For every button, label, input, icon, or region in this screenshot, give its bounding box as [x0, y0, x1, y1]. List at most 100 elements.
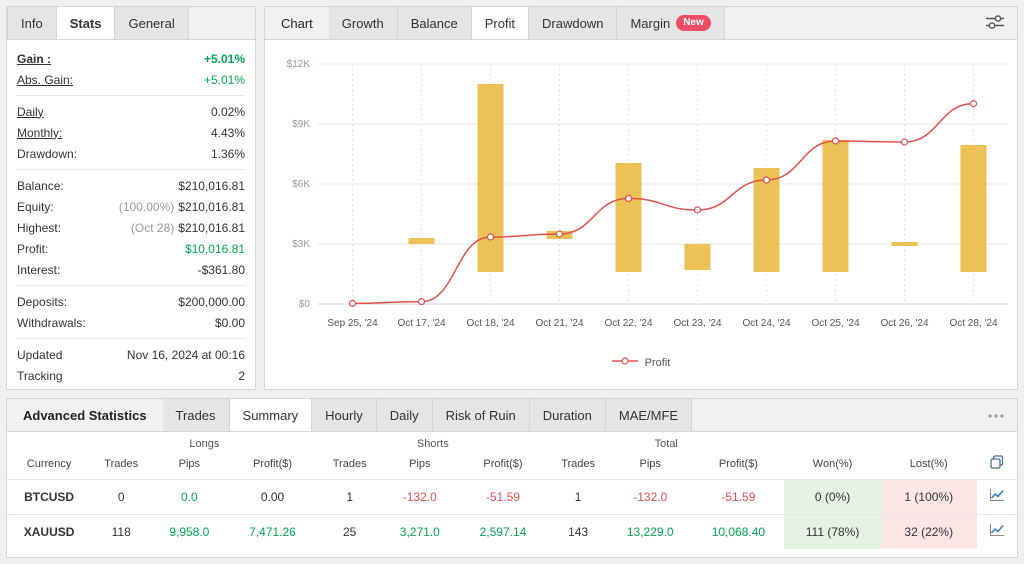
top-row: Info Stats General Gain : +5.01% Abs. Ga… [6, 6, 1018, 390]
tab-balance[interactable]: Balance [397, 7, 472, 39]
table-cell: 0.0 [151, 479, 228, 515]
stat-row-gain: Gain : +5.01% [17, 48, 245, 69]
svg-text:Oct 24, '24: Oct 24, '24 [742, 318, 790, 329]
tabstrip-spacer [189, 7, 255, 39]
column-header: Won(%) [812, 457, 853, 470]
column-header: Pips [178, 457, 201, 470]
stat-value: 1.36% [210, 146, 245, 161]
legend-label: Profit [644, 356, 671, 369]
column-header-row: Currency Trades Pips Profit($) Trades Pi… [7, 452, 1017, 480]
chart-settings-button[interactable] [973, 7, 1017, 39]
stat-row-tracking: Tracking 2 [17, 365, 245, 386]
svg-text:$3K: $3K [292, 239, 310, 250]
divider [17, 285, 245, 286]
column-header: Profit($) [718, 457, 758, 470]
table-tabbar: Advanced Statistics Trades Summary Hourl… [7, 399, 1017, 432]
column-header: Profit($) [252, 457, 293, 470]
stats-list: Gain : +5.01% Abs. Gain: +5.01% Daily 0.… [7, 40, 255, 390]
tab-duration[interactable]: Duration [529, 399, 606, 431]
stat-value: (Oct 28) $210,016.81 [131, 221, 245, 235]
table-cell: -51.59 [457, 479, 549, 515]
stat-value: $0.00 [214, 315, 245, 330]
stat-value: 4.43% [210, 125, 245, 140]
stat-row-monthly: Monthly: 4.43% [17, 122, 245, 143]
chart-legend-item[interactable]: Profit [611, 356, 671, 369]
tab-margin[interactable]: Margin New [617, 7, 725, 39]
tab-growth[interactable]: Growth [328, 7, 398, 39]
line-chart-icon [989, 489, 1005, 505]
lost-cell: 1 (100%) [880, 479, 977, 515]
svg-text:Sep 25, '24: Sep 25, '24 [327, 318, 378, 329]
divider [17, 95, 245, 96]
export-column-header[interactable] [977, 452, 1017, 480]
column-header: Pips [639, 457, 661, 470]
group-header-row: Longs Shorts Total [7, 432, 1017, 452]
svg-text:Oct 26, '24: Oct 26, '24 [880, 318, 928, 329]
stat-label: Drawdown: [17, 146, 78, 161]
ellipsis-icon [987, 408, 1005, 422]
stat-value: 2 [238, 368, 245, 383]
stat-row-balance: Balance: $210,016.81 [17, 175, 245, 196]
tab-info[interactable]: Info [7, 7, 57, 39]
svg-text:Oct 18, '24: Oct 18, '24 [466, 318, 514, 329]
svg-text:$9K: $9K [292, 119, 310, 130]
stat-label: Interest: [17, 262, 61, 277]
tab-mae-mfe[interactable]: MAE/MFE [605, 399, 693, 431]
column-header: Trades [561, 457, 596, 470]
table-cell: 0.00 [227, 479, 318, 515]
stat-value: Nov 16, 2024 at 00:16 [126, 347, 245, 362]
column-header: Trades [332, 457, 367, 470]
tab-profit[interactable]: Profit [471, 7, 530, 39]
advanced-statistics-panel: Advanced Statistics Trades Summary Hourl… [6, 398, 1018, 558]
table-cell: 13,229.0 [608, 514, 693, 549]
account-stats-panel: Info Stats General Gain : +5.01% Abs. Ga… [6, 6, 256, 390]
stat-value-prefix: (Oct 28) [130, 220, 175, 235]
stat-label: Balance: [17, 178, 64, 193]
svg-text:Oct 23, '24: Oct 23, '24 [673, 318, 721, 329]
table-cell: BTCUSD [7, 479, 92, 515]
table-cell: XAUUSD [7, 514, 92, 549]
layers-icon [990, 455, 1004, 472]
table-cell: 118 [91, 514, 152, 549]
tab-summary[interactable]: Summary [229, 399, 313, 431]
symbol-chart-button[interactable] [976, 514, 1017, 549]
symbol-chart-button[interactable] [976, 479, 1017, 515]
tab-daily[interactable]: Daily [376, 399, 433, 431]
chart-area: Sep 25, '24 Oct 17, '24 Oct 18, '24 Oct 21,… [265, 40, 1017, 389]
group-header-spacer [977, 432, 1017, 452]
stat-label: Profit: [17, 241, 49, 256]
column-header: Lost(%) [909, 457, 948, 470]
svg-text:Oct 17, '24: Oct 17, '24 [397, 318, 445, 329]
tab-drawdown[interactable]: Drawdown [529, 7, 618, 39]
group-header-shorts: Shorts [416, 438, 449, 450]
stat-value-main: $210,016.81 [178, 199, 245, 214]
lost-cell: 32 (22%) [880, 514, 977, 549]
table-cell: 1 [548, 479, 609, 515]
svg-text:Oct 28, '24: Oct 28, '24 [949, 318, 997, 329]
stat-value: $10,016.81 [184, 241, 245, 256]
stat-label: Withdrawals: [17, 315, 86, 330]
tab-trades[interactable]: Trades [162, 399, 230, 431]
group-header-spacer [784, 432, 976, 452]
table-cell: 25 [317, 514, 382, 549]
tab-risk-of-ruin[interactable]: Risk of Ruin [432, 399, 530, 431]
more-options-button[interactable] [975, 399, 1017, 431]
column-header: Profit($) [483, 457, 523, 470]
tab-margin-label: Margin [630, 15, 671, 31]
won-cell: 111 (78%) [784, 514, 881, 549]
tab-hourly[interactable]: Hourly [312, 399, 377, 431]
divider [17, 338, 245, 339]
svg-text:$0: $0 [299, 299, 311, 310]
tab-stats[interactable]: Stats [56, 7, 116, 39]
stat-row-equity: Equity: (100.00%) $210,016.81 [17, 196, 245, 217]
sliders-icon [985, 14, 1005, 33]
stat-row-deposits: Deposits: $200,000.00 [17, 291, 245, 312]
group-header-total: Total [654, 438, 678, 450]
svg-text:Oct 21, '24: Oct 21, '24 [535, 318, 583, 329]
stat-row-updated: Updated Nov 16, 2024 at 00:16 [17, 344, 245, 365]
stat-value: +5.01% [203, 51, 245, 66]
tab-general[interactable]: General [115, 7, 189, 39]
table-cell: 0 [91, 479, 152, 515]
divider [17, 169, 245, 170]
table-cell: 2,597.14 [457, 514, 549, 549]
